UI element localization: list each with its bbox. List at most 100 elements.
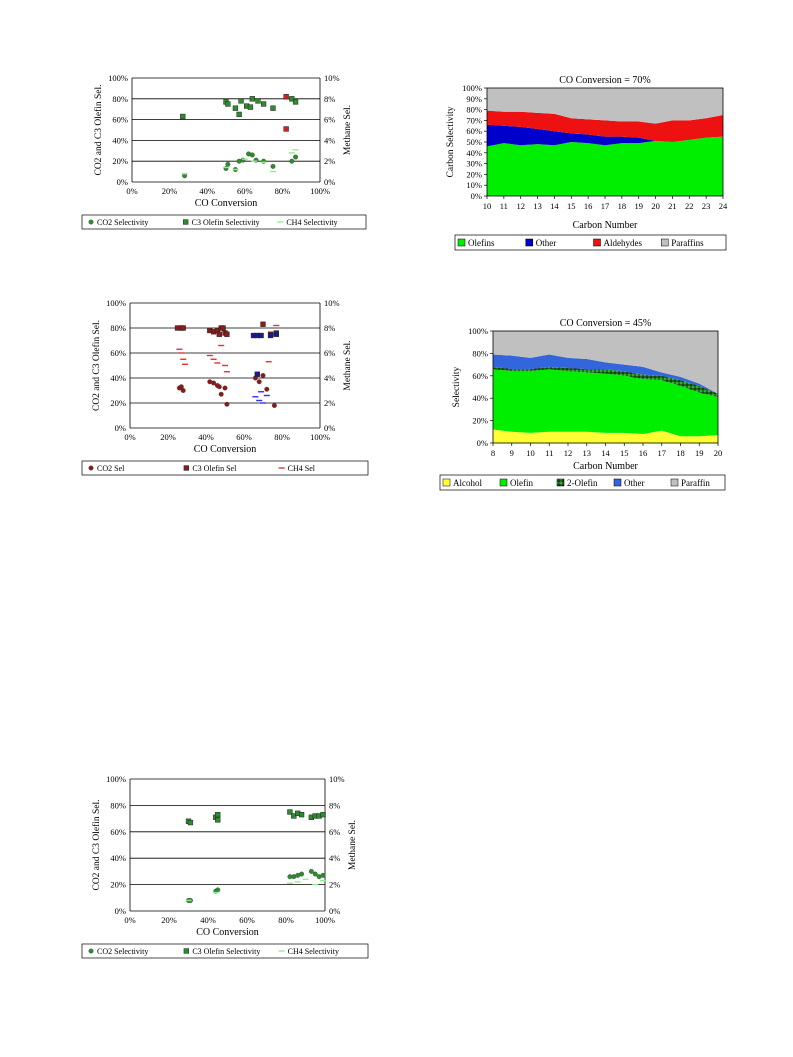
y-tick-label: 100% bbox=[468, 326, 488, 336]
x-tick-label: 23 bbox=[702, 201, 711, 211]
legend-label: C3 Olefin Selectivity bbox=[192, 947, 260, 956]
legend-box bbox=[81, 943, 369, 959]
legend-label: Aldehydes bbox=[604, 238, 643, 248]
y-tick-label: 20% bbox=[112, 156, 128, 166]
data-point bbox=[289, 96, 295, 102]
y-tick-label: 20% bbox=[110, 880, 126, 890]
legend-swatch bbox=[661, 238, 669, 247]
x-tick-label: 21 bbox=[668, 201, 677, 211]
x-tick-label: 10 bbox=[483, 201, 492, 211]
data-point bbox=[225, 161, 231, 167]
x-tick-label: 16 bbox=[639, 448, 648, 458]
x-tick-label: 20% bbox=[160, 432, 176, 442]
y-tick-label: 100% bbox=[106, 298, 126, 308]
x-tick-label: 40% bbox=[199, 186, 215, 196]
legend-marker bbox=[183, 219, 189, 225]
x-tick-label: 10 bbox=[526, 448, 535, 458]
area-series bbox=[493, 366, 718, 398]
x-tick-label: 13 bbox=[583, 448, 592, 458]
legend-swatch bbox=[613, 478, 622, 487]
legend-swatch bbox=[525, 238, 533, 247]
data-point bbox=[236, 111, 242, 118]
y-axis-label: Carbon Selectivity bbox=[446, 106, 456, 177]
area-series bbox=[493, 354, 718, 394]
y-axis-label: Selectivity bbox=[452, 366, 462, 407]
y2-axis-label: Methane Sel. bbox=[343, 105, 353, 155]
x-tick-label: 12 bbox=[516, 201, 525, 211]
y-tick-label: 10% bbox=[466, 180, 482, 190]
x-tick-label: 40% bbox=[198, 432, 214, 442]
y-tick-label: 50% bbox=[466, 137, 482, 147]
y2-tick-label: 8% bbox=[324, 94, 335, 104]
y-tick-label: 40% bbox=[110, 853, 126, 863]
data-point bbox=[216, 331, 222, 337]
area-series bbox=[493, 331, 718, 394]
legend-label: C3 Olefin Selectivity bbox=[192, 218, 260, 227]
x-tick-label: 100% bbox=[315, 915, 335, 925]
x-tick-label: 15 bbox=[620, 448, 629, 458]
y2-tick-label: 4% bbox=[324, 135, 335, 145]
area-series bbox=[487, 88, 723, 124]
y2-tick-label: 0% bbox=[324, 423, 335, 433]
legend-label: Paraffin bbox=[681, 478, 710, 488]
chart-selectivity-45: 0% 20% 40% 60% 80% 100% 8 9 10 11 12 13 14 15 16 17 18 19… bbox=[439, 318, 726, 491]
legend-label: Olefin bbox=[510, 478, 533, 488]
x-tick-label: 80% bbox=[274, 432, 290, 442]
x-tick-label: 8 bbox=[491, 448, 495, 458]
x-tick-label: 18 bbox=[676, 448, 685, 458]
y-tick-label: 0% bbox=[115, 423, 126, 433]
y-axis-label: CO2 and C3 Olefin Sel. bbox=[91, 320, 102, 411]
y-tick-label: 80% bbox=[472, 348, 488, 358]
data-point bbox=[289, 158, 295, 164]
legend-box bbox=[81, 214, 367, 230]
y2-tick-label: 10% bbox=[324, 298, 340, 308]
x-tick-label: 11 bbox=[545, 448, 553, 458]
legend-label: CH4 Selectivity bbox=[286, 218, 337, 227]
x-tick-label: 19 bbox=[695, 448, 704, 458]
legend-label: Olefins bbox=[468, 238, 495, 248]
area-series bbox=[487, 136, 723, 196]
data-point bbox=[180, 388, 186, 393]
data-point bbox=[218, 391, 224, 397]
legend-marker bbox=[183, 465, 189, 471]
chart-co2-olefin-selectivity-2: 0% 0%20% 2%40% 4%60% 6%80% 8%100% 10%0% 20% 40% 6… bbox=[81, 298, 369, 476]
data-point bbox=[249, 152, 255, 158]
data-point bbox=[298, 811, 305, 818]
x-tick-label: 20% bbox=[162, 186, 178, 196]
y-tick-label: 20% bbox=[110, 398, 126, 408]
x-tick-label: 60% bbox=[239, 915, 255, 925]
data-point bbox=[180, 113, 186, 120]
y-tick-label: 70% bbox=[466, 115, 482, 125]
x-axis-label: CO Conversion bbox=[194, 444, 257, 455]
y-tick-label: 60% bbox=[472, 371, 488, 381]
legend-label: Alcohol bbox=[453, 478, 482, 488]
legend-label: C3 Olefin Sel bbox=[192, 464, 237, 473]
y-tick-label: 100% bbox=[106, 774, 126, 784]
legend-label: Paraffins bbox=[671, 238, 704, 248]
data-point bbox=[271, 403, 277, 408]
legend-label: CO2 Selectivity bbox=[97, 947, 148, 956]
y2-tick-label: 4% bbox=[329, 853, 340, 863]
data-point bbox=[216, 384, 222, 390]
x-tick-label: 80% bbox=[278, 915, 294, 925]
y2-tick-label: 6% bbox=[324, 348, 335, 358]
x-tick-label: 17 bbox=[601, 201, 610, 211]
legend-marker bbox=[88, 948, 94, 954]
y-tick-label: 0% bbox=[471, 191, 482, 201]
area-series bbox=[493, 369, 718, 437]
x-tick-label: 20% bbox=[161, 915, 177, 925]
y-tick-label: 80% bbox=[110, 323, 126, 333]
x-tick-label: 80% bbox=[275, 186, 291, 196]
x-tick-label: 0% bbox=[126, 186, 137, 196]
legend-swatch bbox=[457, 238, 466, 247]
data-point bbox=[215, 817, 221, 823]
data-point bbox=[308, 868, 314, 874]
data-point bbox=[320, 872, 326, 878]
legend-label: Other bbox=[624, 478, 645, 488]
y-tick-label: 20% bbox=[472, 416, 488, 426]
x-tick-label: 100% bbox=[310, 432, 330, 442]
x-tick-label: 20 bbox=[651, 201, 660, 211]
data-point bbox=[299, 871, 305, 877]
x-tick-label: 18 bbox=[618, 201, 627, 211]
area-series bbox=[493, 429, 718, 443]
